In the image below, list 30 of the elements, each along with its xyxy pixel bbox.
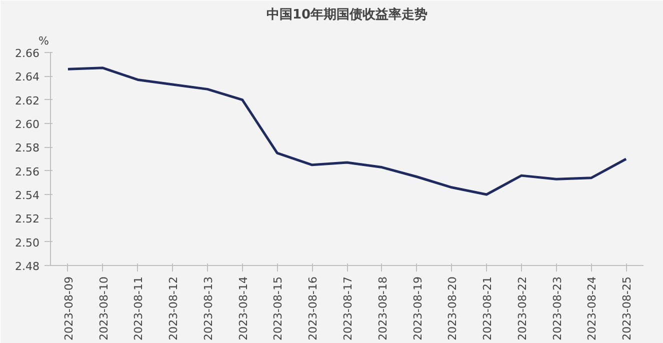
x-tick-label: 2023-08-25 xyxy=(620,276,634,340)
y-tick-label: 2.60 xyxy=(15,118,40,131)
x-tick-label: 2023-08-11 xyxy=(132,276,146,340)
y-tick-label: 2.56 xyxy=(15,165,40,178)
y-tick-label: 2.66 xyxy=(15,47,40,60)
y-tick-label: 2.62 xyxy=(15,94,40,108)
y-tick-label: 2.54 xyxy=(15,189,40,202)
y-axis-title: % xyxy=(38,34,49,48)
x-tick-label: 2023-08-12 xyxy=(167,276,180,340)
x-tick-label: 2023-08-09 xyxy=(62,276,76,340)
x-tick-label: 2023-08-15 xyxy=(272,276,285,340)
x-tick-label: 2023-08-18 xyxy=(376,276,390,340)
x-tick-label: 2023-08-24 xyxy=(586,276,599,340)
x-tick-label: 2023-08-22 xyxy=(516,276,529,340)
x-tick-label: 2023-08-10 xyxy=(97,276,110,340)
x-tick-label: 2023-08-23 xyxy=(550,276,564,340)
x-tick-label: 2023-08-17 xyxy=(342,276,354,340)
x-tick-label: 2023-08-20 xyxy=(446,276,460,340)
x-tick-label: 2023-08-21 xyxy=(481,276,494,340)
x-tick-label: 2023-08-19 xyxy=(411,276,424,340)
y-tick-label: 2.64 xyxy=(15,70,40,84)
y-tick-label: 2.52 xyxy=(15,212,40,226)
x-tick-label: 2023-08-14 xyxy=(236,276,250,340)
x-tick-label: 2023-08-16 xyxy=(306,276,320,340)
x-tick-label: 2023-08-13 xyxy=(202,276,215,340)
y-tick-label: 2.58 xyxy=(15,142,40,155)
chart-title: 中国10年期国债收益率走势 xyxy=(266,6,428,22)
y-tick-label: 2.48 xyxy=(15,260,40,273)
y-tick-label: 2.50 xyxy=(15,236,40,250)
line-series xyxy=(66,66,628,196)
